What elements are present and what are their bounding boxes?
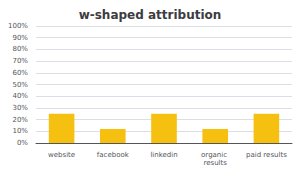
svg-text:0%: 0% [17,139,28,147]
svg-text:100%: 100% [8,22,28,30]
svg-text:paid results: paid results [246,151,287,159]
svg-text:50%: 50% [12,81,28,89]
svg-text:website: website [48,151,75,159]
svg-text:w-shaped attribution: w-shaped attribution [79,8,222,22]
svg-text:20%: 20% [12,116,28,124]
svg-text:80%: 80% [12,45,28,53]
svg-text:facebook: facebook [97,151,130,159]
svg-text:30%: 30% [12,104,28,112]
svg-text:70%: 70% [12,57,28,65]
svg-text:40%: 40% [12,92,28,100]
svg-text:linkedin: linkedin [150,151,177,159]
svg-text:10%: 10% [12,127,28,135]
svg-text:90%: 90% [12,34,28,42]
svg-text:organic: organic [201,151,229,159]
svg-text:results: results [203,159,227,167]
svg-text:60%: 60% [12,69,28,77]
